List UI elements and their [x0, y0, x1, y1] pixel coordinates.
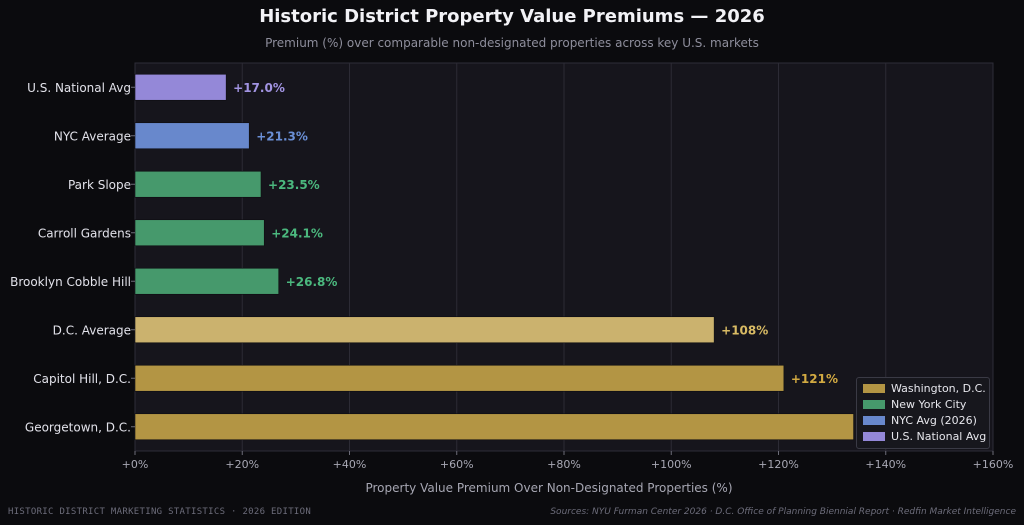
bar-value-label: +24.1% [271, 226, 323, 240]
legend-swatch [863, 383, 885, 393]
y-tick-label: D.C. Average [53, 323, 131, 337]
chart-subtitle: Premium (%) over comparable non-designat… [265, 36, 759, 50]
bar-value-label: +121% [791, 372, 838, 386]
x-tick-label: +40% [333, 458, 367, 471]
x-tick-label: +100% [651, 458, 692, 471]
y-tick-label: Georgetown, D.C. [25, 420, 131, 434]
legend-item: U.S. National Avg [863, 429, 986, 443]
bar-value-label: +108% [721, 323, 768, 337]
x-tick-label: +80% [547, 458, 581, 471]
legend-item: NYC Avg (2026) [863, 413, 977, 427]
legend-swatch [863, 399, 885, 409]
legend-item: Washington, D.C. [863, 381, 986, 395]
legend-swatch [863, 415, 885, 425]
chart-title: Historic District Property Value Premium… [259, 6, 765, 27]
x-tick-label: +160% [973, 458, 1014, 471]
bar [134, 316, 715, 344]
footer-edition-label: HISTORIC DISTRICT MARKETING STATISTICS ·… [8, 507, 312, 517]
x-tick-label: +140% [865, 458, 906, 471]
y-tick-label: Carroll Gardens [38, 226, 131, 240]
bar-value-label: +23.5% [268, 178, 320, 192]
x-tick-label: +60% [440, 458, 474, 471]
legend-label: NYC Avg (2026) [891, 413, 977, 427]
bar-value-label: +21.3% [256, 129, 308, 143]
y-tick-label: NYC Average [54, 129, 131, 143]
bar [134, 219, 265, 247]
legend-label: U.S. National Avg [891, 429, 987, 443]
bar [134, 122, 250, 150]
x-axis-label: Property Value Premium Over Non-Designat… [365, 481, 732, 495]
legend-label: New York City [891, 397, 967, 411]
y-tick-label: Brooklyn Cobble Hill [10, 275, 131, 289]
chart-legend: Washington, D.C. New York City NYC Avg (20… [856, 377, 990, 449]
legend-item: New York City [863, 397, 966, 411]
x-tick-label: +0% [122, 458, 149, 471]
bar [134, 267, 280, 295]
bar [134, 170, 262, 198]
bar [134, 413, 854, 441]
bar [134, 364, 785, 392]
y-tick-label: U.S. National Avg [27, 81, 131, 95]
bar-value-label: +17.0% [233, 81, 285, 95]
x-tick-label: +20% [225, 458, 259, 471]
x-tick-label: +120% [758, 458, 799, 471]
y-tick-label: Park Slope [68, 178, 131, 192]
legend-label: Washington, D.C. [891, 381, 986, 395]
bar-value-label: +26.8% [286, 275, 338, 289]
y-tick-label: Capitol Hill, D.C. [33, 372, 131, 386]
footer-sources: Sources: NYU Furman Center 2026 · D.C. O… [550, 507, 1016, 517]
bar [134, 73, 227, 101]
legend-swatch [863, 431, 885, 441]
